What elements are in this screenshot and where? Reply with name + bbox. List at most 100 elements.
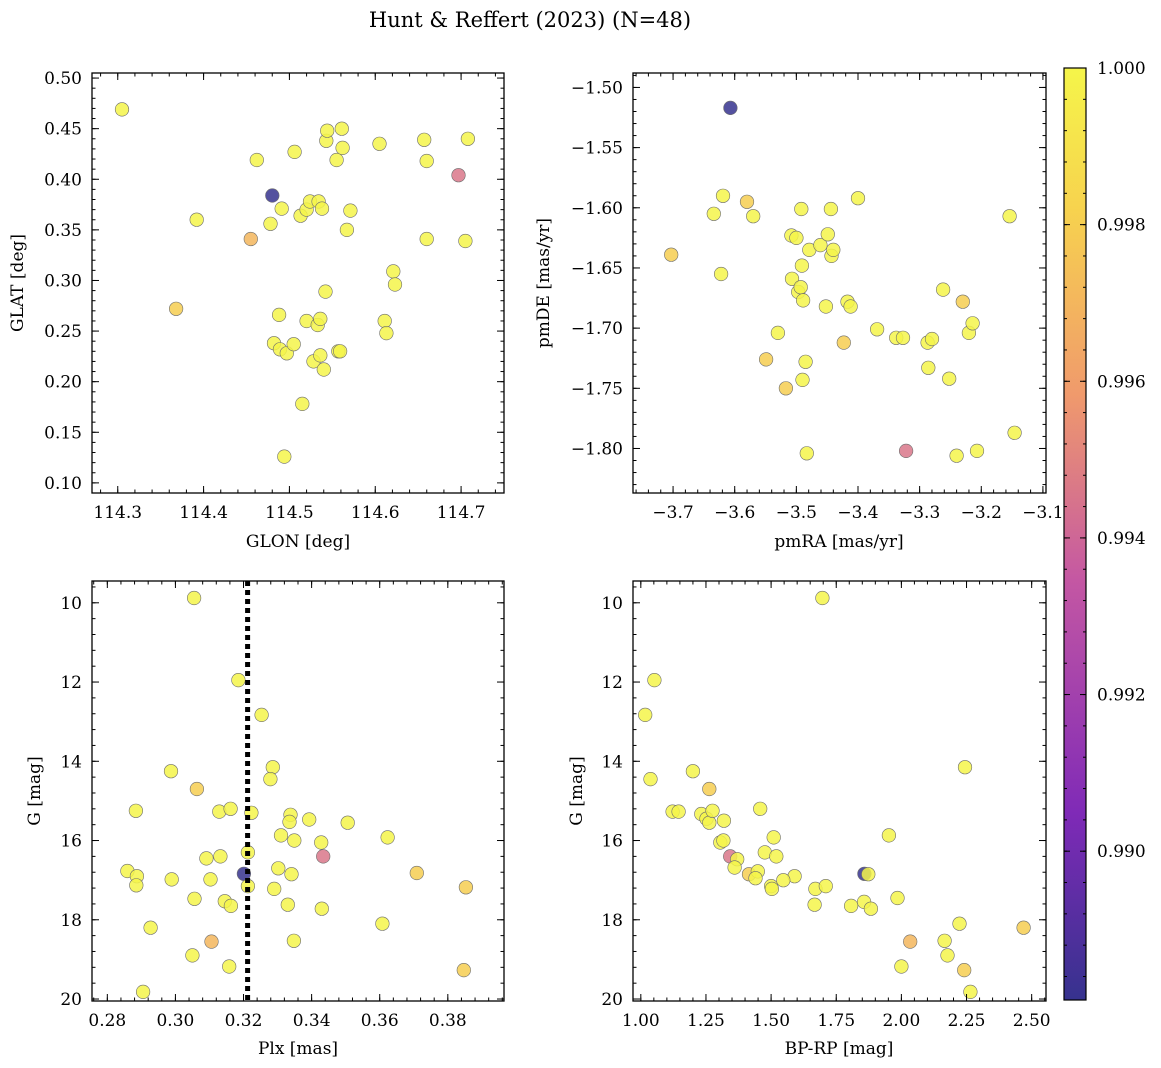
data-point [1002,209,1017,224]
data-point [333,344,348,359]
data-point [136,984,151,1000]
data-point [223,898,238,914]
colorbar-gradient [1063,67,1087,1001]
x-tick-label: 1.00 [622,1011,660,1031]
x-axis-label: GLON [deg] [246,532,350,552]
x-tick-label: 0.30 [156,1011,194,1031]
data-point [273,828,289,843]
y-tick-label: 0.15 [44,423,82,443]
data-point [254,707,269,723]
panel-plx-g: 0.28 0.30 0.32 0.34 0.36 0.38 10 12 14 16 18 20 Plx… [25,580,505,1059]
data-point [746,209,761,224]
data-point [451,168,466,183]
data-point [163,764,179,779]
colorbar: 0.990 0.992 0.994 0.996 0.998 1.000 [1063,59,1146,1001]
data-point [723,100,738,115]
x-tick-label: −3.1 [1022,503,1063,523]
data-point [169,301,184,316]
data-point [643,771,658,787]
data-point [387,277,403,292]
data-point [286,337,301,352]
data-point [267,881,282,897]
x-tick-label: −3.4 [837,503,878,523]
y-tick-label: 0.50 [44,69,82,89]
data-point [189,212,204,227]
data-point [895,330,911,345]
data-point [794,201,809,217]
y-tick-label: 20 [60,990,82,1010]
axis-ticks: 1.00 1.25 1.50 1.75 2.00 2.25 2.50 10 12 14 16 18 20 [601,581,1051,1031]
data-point [766,830,781,845]
data-point [798,354,813,369]
data-point [199,851,214,866]
y-tick-label: 10 [60,594,82,614]
data-point [164,872,179,887]
y-tick-label: 18 [60,911,82,931]
data-point [314,201,330,216]
data-point [409,865,424,881]
data-point [287,144,302,159]
data-point [377,313,392,329]
data-point [314,835,329,850]
data-point [231,672,246,688]
data-point [702,781,717,797]
data-point [458,880,474,895]
axes-frame [632,72,1047,494]
data-point [329,152,344,168]
data-point [863,901,879,916]
y-tick-label: −1.80 [571,439,623,459]
x-axis-label: Plx [mas] [258,1039,338,1059]
data-point [282,814,297,830]
data-point [705,803,720,818]
data-point [213,849,228,864]
y-tick-label: 16 [601,832,623,852]
data-point [386,264,401,279]
data-point [249,152,264,168]
data-point [114,102,130,117]
scatter-points [120,581,474,1001]
colorbar-ticks: 0.990 0.992 0.994 0.996 0.998 1.000 [1064,59,1146,978]
data-point [935,282,951,297]
x-tick-label: 0.38 [429,1011,467,1031]
data-point [813,238,828,253]
data-point [335,140,350,155]
x-axis-label: pmRA [mas/yr] [774,532,903,552]
data-point [713,266,729,282]
data-point [789,230,804,245]
data-point [850,191,866,206]
x-axis-label: BP-RP [mag] [785,1039,894,1059]
data-point [715,188,731,203]
data-point [243,231,258,247]
y-tick-label: 12 [601,673,623,693]
data-point [890,890,905,906]
data-point [265,188,280,203]
data-point [286,933,302,948]
y-tick-label: 14 [60,752,82,772]
data-point [903,934,918,949]
y-tick-label: 16 [60,832,82,852]
data-point [419,153,434,169]
data-point [129,878,144,893]
data-point [770,325,786,341]
data-point [716,833,731,848]
data-point [1016,920,1031,935]
y-tick-label: 0.20 [44,373,82,393]
data-point [375,916,390,931]
data-point [807,897,822,912]
data-point [185,948,200,963]
data-point [204,934,219,949]
data-point [1007,425,1022,440]
x-tick-label: 2.00 [882,1011,920,1031]
data-point [957,962,972,978]
data-point [664,247,679,262]
data-point [263,771,278,787]
panel-glon-glat: 114.3 114.4 114.5 114.6 114.7 0.10 0.15 0.20 0.2… [8,69,505,552]
axis-ticks: −3.7 −3.6 −3.5 −3.4 −3.3 −3.2 −3.1 −1.80 −1.75 −1… [571,73,1064,523]
data-point [769,849,784,864]
data-point [189,781,204,797]
data-point [963,984,978,1000]
y-tick-label: −1.50 [571,78,623,98]
data-point [826,242,841,257]
data-point [776,873,791,888]
data-point [295,396,310,412]
